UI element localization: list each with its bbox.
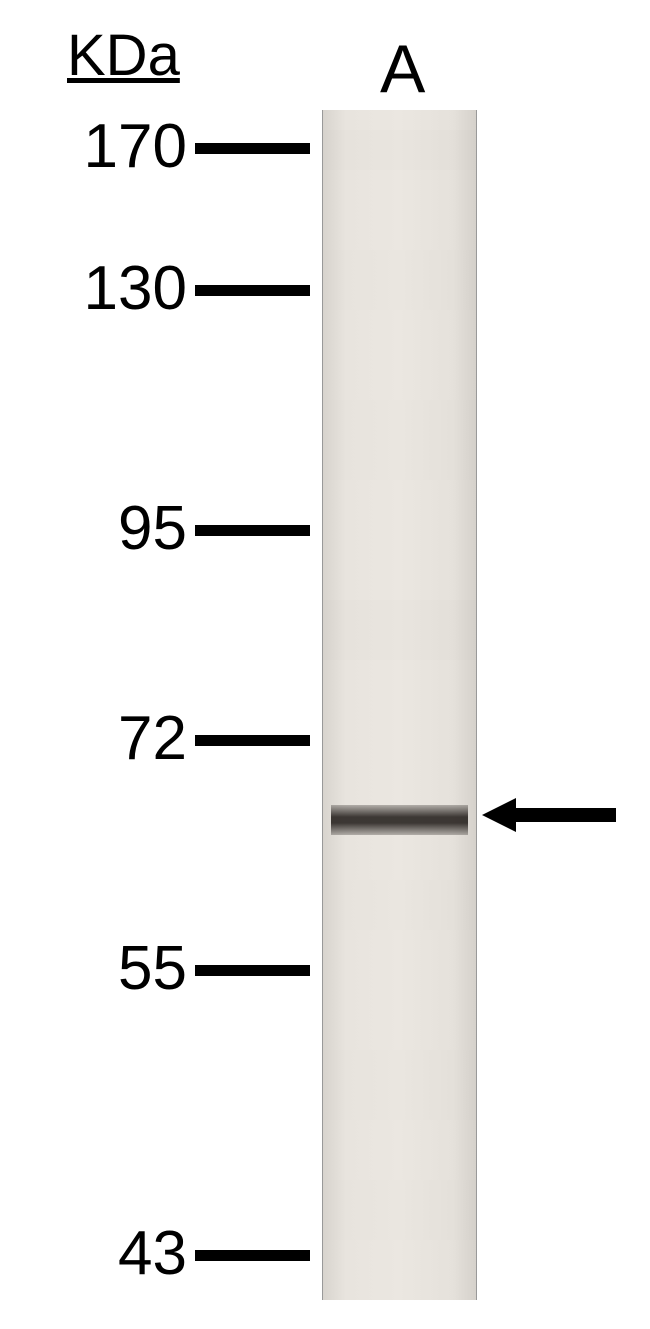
protein-band bbox=[331, 805, 469, 835]
band-indicator-arrow bbox=[482, 798, 616, 832]
marker-95-label: 95 bbox=[118, 493, 187, 564]
lane-a-label: A bbox=[380, 30, 425, 108]
marker-43-tick bbox=[195, 1250, 310, 1261]
western-blot-diagram: KDa A 170 130 95 72 55 43 bbox=[0, 0, 650, 1329]
gel-noise-3 bbox=[323, 600, 476, 660]
gel-noise-5 bbox=[323, 1050, 476, 1120]
arrow-head-icon bbox=[482, 798, 516, 832]
kda-header-label: KDa bbox=[67, 22, 180, 89]
gel-noise-0 bbox=[323, 130, 476, 170]
gel-noise-1 bbox=[323, 250, 476, 310]
marker-170-label: 170 bbox=[84, 111, 187, 182]
marker-43-label: 43 bbox=[118, 1218, 187, 1289]
marker-130-label: 130 bbox=[84, 253, 187, 324]
marker-55-tick bbox=[195, 965, 310, 976]
gel-noise-4 bbox=[323, 880, 476, 930]
marker-72-label: 72 bbox=[118, 703, 187, 774]
marker-170-tick bbox=[195, 143, 310, 154]
marker-95-tick bbox=[195, 525, 310, 536]
marker-130-tick bbox=[195, 285, 310, 296]
marker-72-tick bbox=[195, 735, 310, 746]
marker-55-label: 55 bbox=[118, 933, 187, 1004]
gel-noise-2 bbox=[323, 400, 476, 480]
gel-lane-a bbox=[322, 110, 477, 1300]
arrow-shaft bbox=[516, 808, 616, 822]
gel-noise-6 bbox=[323, 1180, 476, 1240]
